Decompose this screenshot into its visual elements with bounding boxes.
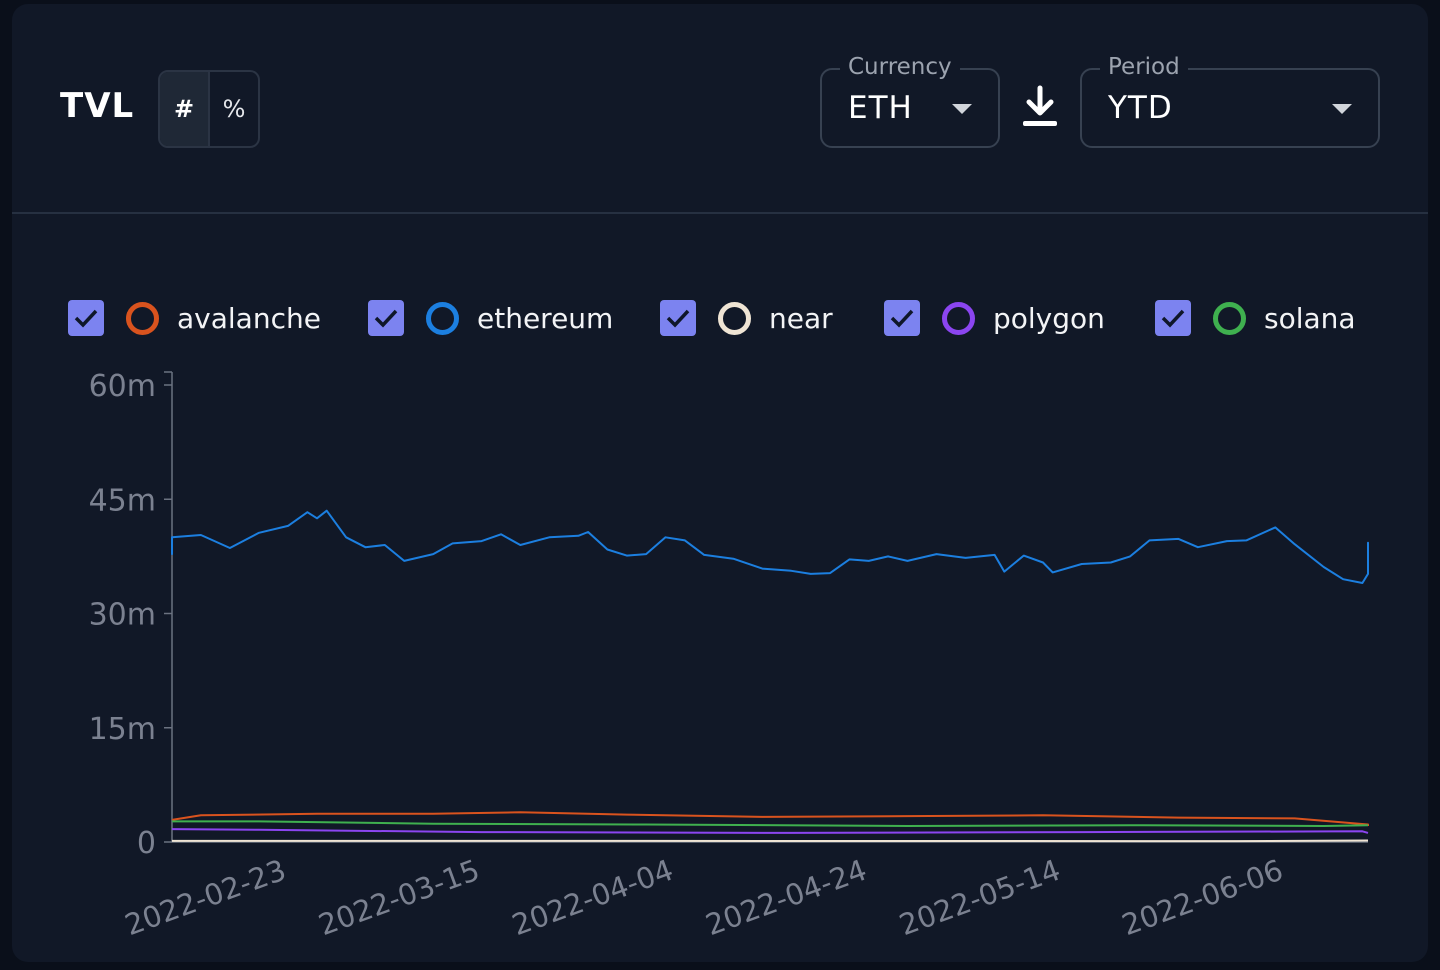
series-color-icon bbox=[426, 301, 459, 335]
y-tick-label: 0 bbox=[137, 826, 156, 861]
header-divider bbox=[12, 212, 1428, 214]
percent-mode-button[interactable]: % bbox=[208, 72, 258, 146]
legend-label: solana bbox=[1264, 301, 1356, 335]
x-tick-label: 2022-05-14 bbox=[895, 853, 1065, 943]
legend-item-avalanche[interactable]: avalanche bbox=[68, 296, 321, 340]
checkmark-icon bbox=[666, 309, 690, 328]
legend-label: polygon bbox=[993, 301, 1105, 335]
x-tick-label: 2022-02-23 bbox=[120, 853, 290, 943]
checkmark-icon bbox=[74, 309, 98, 328]
y-tick-label: 30m bbox=[89, 598, 156, 633]
x-tick-label: 2022-04-24 bbox=[701, 853, 871, 943]
currency-label: Currency bbox=[840, 54, 960, 80]
currency-value: ETH bbox=[848, 90, 913, 126]
caret-down-icon bbox=[1332, 104, 1352, 114]
caret-down-icon bbox=[952, 104, 972, 114]
series-color-icon bbox=[718, 301, 751, 335]
card-title: TVL bbox=[60, 86, 135, 126]
legend-checkbox[interactable] bbox=[1155, 300, 1191, 336]
y-tick-label: 15m bbox=[89, 712, 156, 747]
series-color-icon bbox=[1213, 301, 1246, 335]
legend-item-solana[interactable]: solana bbox=[1155, 296, 1356, 340]
y-tick-label: 45m bbox=[89, 483, 156, 518]
legend-item-near[interactable]: near bbox=[660, 296, 833, 340]
legend-item-ethereum[interactable]: ethereum bbox=[368, 296, 613, 340]
period-label: Period bbox=[1100, 54, 1188, 80]
series-line-avalanche bbox=[171, 811, 1369, 826]
value-mode-toggle[interactable]: # % bbox=[158, 70, 260, 148]
period-select[interactable]: Period YTD bbox=[1080, 54, 1380, 148]
period-value: YTD bbox=[1108, 90, 1173, 126]
legend-checkbox[interactable] bbox=[884, 300, 920, 336]
legend-checkbox[interactable] bbox=[68, 300, 104, 336]
currency-select[interactable]: Currency ETH bbox=[820, 54, 1000, 148]
x-tick-label: 2022-03-15 bbox=[314, 853, 484, 943]
series-color-icon bbox=[942, 301, 975, 335]
legend-checkbox[interactable] bbox=[368, 300, 404, 336]
y-tick-label: 60m bbox=[89, 369, 156, 404]
series-line-near bbox=[172, 839, 1369, 843]
legend-label: ethereum bbox=[477, 301, 614, 335]
legend-label: near bbox=[769, 301, 833, 335]
legend-label: avalanche bbox=[177, 301, 321, 335]
tvl-card: TVL # % Currency ETH Period YTD bbox=[12, 4, 1428, 962]
series-line-polygon bbox=[171, 828, 1369, 834]
series-line-solana bbox=[172, 820, 1369, 827]
x-tick-label: 2022-06-06 bbox=[1117, 853, 1287, 943]
checkmark-icon bbox=[1161, 309, 1185, 328]
series-color-icon bbox=[126, 301, 159, 335]
download-icon[interactable] bbox=[1018, 82, 1062, 132]
legend-checkbox[interactable] bbox=[660, 300, 696, 336]
checkmark-icon bbox=[890, 309, 914, 328]
legend-item-polygon[interactable]: polygon bbox=[884, 296, 1105, 340]
count-mode-button[interactable]: # bbox=[160, 72, 208, 146]
x-tick-label: 2022-04-04 bbox=[508, 853, 678, 943]
series-line-ethereum bbox=[171, 509, 1369, 584]
checkmark-icon bbox=[374, 309, 398, 328]
